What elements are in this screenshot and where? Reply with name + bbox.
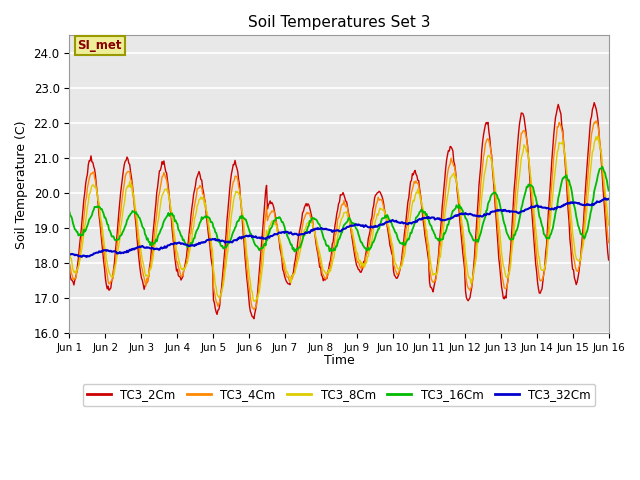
TC3_4Cm [384, 224, 392, 230]
TC3_2Cm [310, 226, 318, 231]
Line: TC3_2Cm: TC3_2Cm [69, 103, 609, 319]
TC3_32Cm [205, 237, 212, 242]
TC3_32Cm [472, 213, 480, 219]
TC3_32Cm [162, 245, 170, 251]
Legend: TC3_2Cm, TC3_4Cm, TC3_8Cm, TC3_16Cm, TC3_32Cm: TC3_2Cm, TC3_4Cm, TC3_8Cm, TC3_16Cm, TC3… [83, 384, 595, 406]
TC3_8Cm [65, 248, 73, 253]
TC3_16Cm [384, 214, 392, 219]
TC3_4Cm [310, 228, 318, 233]
TC3_8Cm [594, 133, 602, 139]
TC3_8Cm [204, 216, 212, 221]
TC3_8Cm [605, 222, 612, 228]
TC3_2Cm [605, 257, 612, 263]
TC3_8Cm [310, 227, 318, 233]
TC3_8Cm [426, 258, 434, 264]
TC3_32Cm [601, 195, 609, 201]
TC3_16Cm [291, 249, 298, 254]
Line: TC3_8Cm: TC3_8Cm [69, 136, 609, 301]
TC3_32Cm [83, 254, 90, 260]
TC3_4Cm [65, 261, 73, 266]
TC3_16Cm [65, 209, 73, 215]
TC3_32Cm [310, 227, 318, 233]
Title: Soil Temperatures Set 3: Soil Temperatures Set 3 [248, 15, 430, 30]
TC3_32Cm [384, 219, 392, 225]
TC3_2Cm [426, 284, 434, 290]
TC3_32Cm [605, 196, 612, 202]
TC3_8Cm [161, 186, 169, 192]
TC3_4Cm [250, 307, 258, 312]
TC3_8Cm [384, 222, 392, 228]
TC3_4Cm [161, 172, 169, 178]
TC3_4Cm [426, 270, 434, 276]
TC3_16Cm [605, 188, 612, 193]
Text: SI_met: SI_met [77, 39, 122, 52]
Line: TC3_16Cm: TC3_16Cm [69, 167, 609, 252]
TC3_8Cm [250, 299, 258, 304]
TC3_16Cm [472, 239, 480, 244]
TC3_4Cm [592, 118, 600, 124]
TC3_16Cm [204, 215, 212, 220]
TC3_2Cm [590, 100, 598, 106]
Line: TC3_32Cm: TC3_32Cm [69, 198, 609, 257]
TC3_2Cm [472, 226, 480, 231]
TC3_16Cm [598, 164, 606, 170]
Y-axis label: Soil Temperature (C): Soil Temperature (C) [15, 120, 28, 249]
TC3_2Cm [204, 227, 212, 233]
TC3_4Cm [472, 241, 480, 247]
TC3_2Cm [250, 316, 258, 322]
Line: TC3_4Cm: TC3_4Cm [69, 121, 609, 310]
TC3_4Cm [204, 222, 212, 228]
TC3_4Cm [605, 240, 612, 245]
TC3_8Cm [472, 255, 480, 261]
X-axis label: Time: Time [324, 354, 355, 367]
TC3_2Cm [384, 229, 392, 235]
TC3_2Cm [65, 267, 73, 273]
TC3_16Cm [310, 216, 318, 221]
TC3_32Cm [426, 216, 434, 221]
TC3_16Cm [426, 222, 434, 228]
TC3_32Cm [65, 251, 73, 257]
TC3_16Cm [161, 216, 169, 222]
TC3_2Cm [161, 164, 169, 170]
